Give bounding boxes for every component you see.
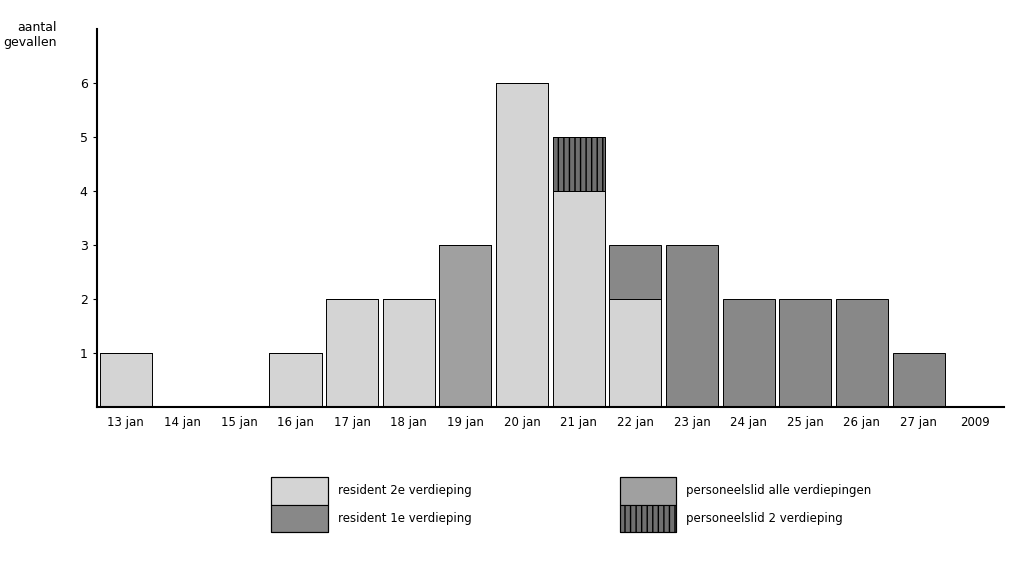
Bar	[496, 83, 548, 407]
Bar	[99, 353, 152, 407]
Bar	[439, 245, 492, 407]
Bar	[836, 299, 888, 407]
Text: resident 2e verdieping: resident 2e verdieping	[338, 484, 472, 497]
Bar	[553, 137, 605, 191]
Bar	[553, 191, 605, 407]
Bar	[779, 299, 831, 407]
Bar	[269, 353, 322, 407]
Bar	[609, 299, 662, 407]
Text: resident 1e verdieping: resident 1e verdieping	[338, 512, 472, 525]
Text: personeelslid 2 verdieping: personeelslid 2 verdieping	[686, 512, 843, 525]
Bar	[326, 299, 378, 407]
Bar	[893, 353, 944, 407]
Text: personeelslid alle verdiepingen: personeelslid alle verdiepingen	[686, 484, 871, 497]
Bar	[383, 299, 435, 407]
Bar	[609, 245, 662, 299]
Y-axis label: aantal
gevallen: aantal gevallen	[3, 21, 56, 49]
Bar	[723, 299, 775, 407]
Bar	[666, 245, 718, 407]
